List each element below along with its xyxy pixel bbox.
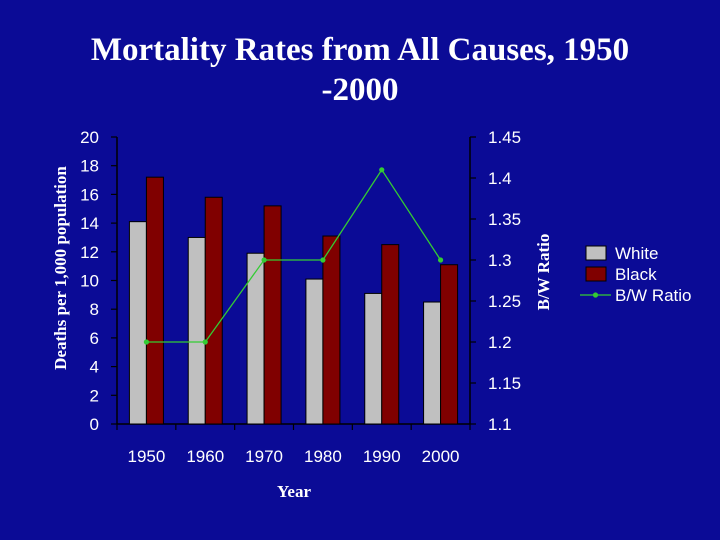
ratio-point-1960	[202, 339, 208, 345]
legend-label: White	[615, 244, 658, 263]
y-tick-label: 4	[90, 358, 99, 377]
legend-label: Black	[615, 265, 657, 284]
y2-tick-label: 1.4	[488, 169, 512, 188]
ratio-point-1990	[379, 167, 385, 173]
y-tick-label: 16	[80, 185, 99, 204]
bar-white-1990	[364, 292, 383, 425]
bars	[128, 176, 459, 425]
chart-frame	[116, 137, 471, 425]
bar-white-2000	[423, 301, 442, 425]
x-tick-label: 1970	[245, 447, 283, 466]
bar-white-1950	[128, 221, 147, 425]
legend-swatch-white	[585, 245, 607, 261]
ratio-line	[143, 167, 444, 345]
y2-tick-label: 1.35	[488, 210, 521, 229]
chart-title: Mortality Rates from All Causes, 1950 -2…	[90, 32, 630, 108]
y-tick-label: 2	[90, 386, 99, 405]
legend-label: B/W Ratio	[615, 286, 692, 305]
ratio-point-1950	[143, 339, 150, 345]
y-tick-label: 0	[90, 415, 99, 434]
y2-tick-label: 1.2	[488, 333, 512, 352]
x-tick-label: 1960	[186, 447, 224, 466]
y2-tick-label: 1.15	[488, 374, 521, 393]
bar-black-1970	[263, 205, 282, 425]
ratio-polyline	[146, 168, 442, 343]
bar-white-1980	[305, 278, 324, 425]
ratio-point-2000	[437, 257, 444, 263]
bar-white-1970	[246, 252, 265, 425]
y2-tick-label: 1.3	[488, 251, 512, 270]
y-tick-label: 14	[80, 214, 99, 233]
y2-tick-label: 1.25	[488, 292, 521, 311]
y-tick-label: 20	[80, 128, 99, 147]
y-tick-label: 18	[80, 157, 99, 176]
ratio-point-1970	[261, 257, 267, 263]
y2-tick-label: 1.45	[488, 128, 521, 147]
bar-black-1980	[322, 235, 341, 425]
y-tick-label: 6	[90, 329, 99, 348]
x-axis-label: Year	[277, 482, 311, 501]
x-tick-label: 2000	[422, 447, 460, 466]
x-tick-label: 1980	[304, 447, 342, 466]
y2-axis-label: B/W Ratio	[534, 234, 553, 311]
legend-swatch-ratio-marker	[592, 292, 599, 298]
bar-black-1950	[145, 176, 164, 425]
bar-black-1990	[381, 244, 400, 425]
y2-axis-ticks: 1.1 1.15 1.2 1.25 1.3 1.35 1.4 1.45	[470, 128, 521, 434]
bar-black-1960	[204, 196, 223, 425]
x-tick-label: 1950	[128, 447, 166, 466]
y-tick-label: 12	[80, 243, 99, 262]
bar-white-1960	[187, 236, 206, 425]
ratio-point-1980	[320, 257, 326, 263]
legend-swatch-black	[585, 266, 607, 282]
bar-black-2000	[440, 264, 459, 425]
x-axis-ticks: 1950 1960 1970 1980 1990 2000	[116, 424, 471, 466]
y-axis-label: Deaths per 1,000 population	[51, 166, 70, 370]
y-axis-ticks: 0 2 4 6 8 10 12 14 16 18 20	[80, 128, 117, 434]
legend: White Black B/W Ratio	[580, 244, 692, 305]
y2-tick-label: 1.1	[488, 415, 512, 434]
y-tick-label: 8	[90, 300, 99, 319]
x-tick-label: 1990	[363, 447, 401, 466]
y-tick-label: 10	[80, 272, 99, 291]
